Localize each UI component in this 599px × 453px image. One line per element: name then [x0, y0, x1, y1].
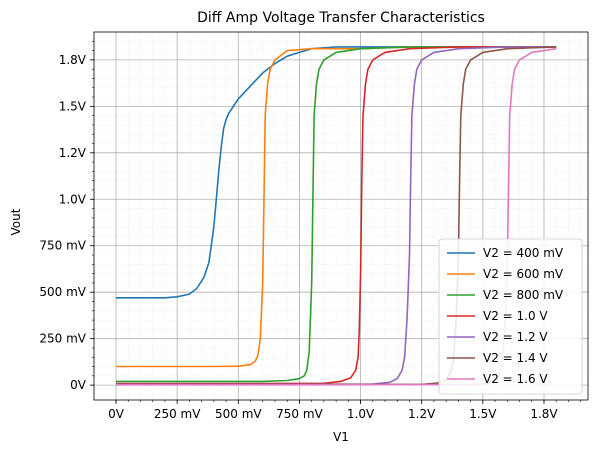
legend-label-1: V2 = 400 mV	[483, 246, 564, 260]
legend-label-7: V2 = 1.6 V	[483, 372, 548, 386]
legend: V2 = 400 mV V2 = 600 mV V2 = 800 mV V2 = 1.…	[438, 238, 583, 395]
y-tick-label: 500 mV	[39, 285, 86, 299]
x-tick-label: 1.8V	[530, 407, 558, 421]
y-tick-label: 250 mV	[39, 332, 86, 346]
x-tick-label: 1.0V	[347, 407, 375, 421]
x-tick-label: 500 mV	[215, 407, 262, 421]
legend-label-2: V2 = 600 mV	[483, 267, 564, 281]
series-line-4	[116, 46, 557, 385]
legend-box	[438, 238, 583, 395]
legend-label-3: V2 = 800 mV	[483, 288, 564, 302]
series-line-1	[116, 46, 557, 299]
chart-title: Diff Amp Voltage Transfer Characteristic…	[197, 10, 485, 26]
x-tick-label: 0V	[108, 407, 125, 421]
y-tick-label: 0V	[70, 378, 87, 392]
y-axis-label: Vout	[9, 208, 23, 235]
plot-frame	[93, 31, 589, 401]
series-line-5	[116, 46, 557, 386]
legend-label-6: V2 = 1.4 V	[483, 351, 548, 365]
legend-label-4: V2 = 1.0 V	[483, 309, 548, 323]
series-line-3	[116, 46, 557, 383]
x-tick-label: 750 mV	[276, 407, 323, 421]
y-tick-label: 1.0V	[59, 192, 87, 206]
y-tick-label: 1.2V	[59, 146, 87, 160]
y-tick-label: 1.5V	[59, 99, 87, 113]
x-tick-label: 1.2V	[408, 407, 436, 421]
legend-label-5: V2 = 1.2 V	[483, 330, 548, 344]
axis-ticks: 0V 250 mV 500 mV 750 mV 1.0V 1.2V 1.5V 1.8V 0V 25…	[39, 40, 581, 421]
x-axis-label: V1	[333, 430, 349, 444]
x-tick-label: 250 mV	[154, 407, 201, 421]
y-tick-label: 750 mV	[39, 239, 86, 253]
y-tick-label: 1.8V	[59, 53, 87, 67]
x-tick-label: 1.5V	[469, 407, 497, 421]
